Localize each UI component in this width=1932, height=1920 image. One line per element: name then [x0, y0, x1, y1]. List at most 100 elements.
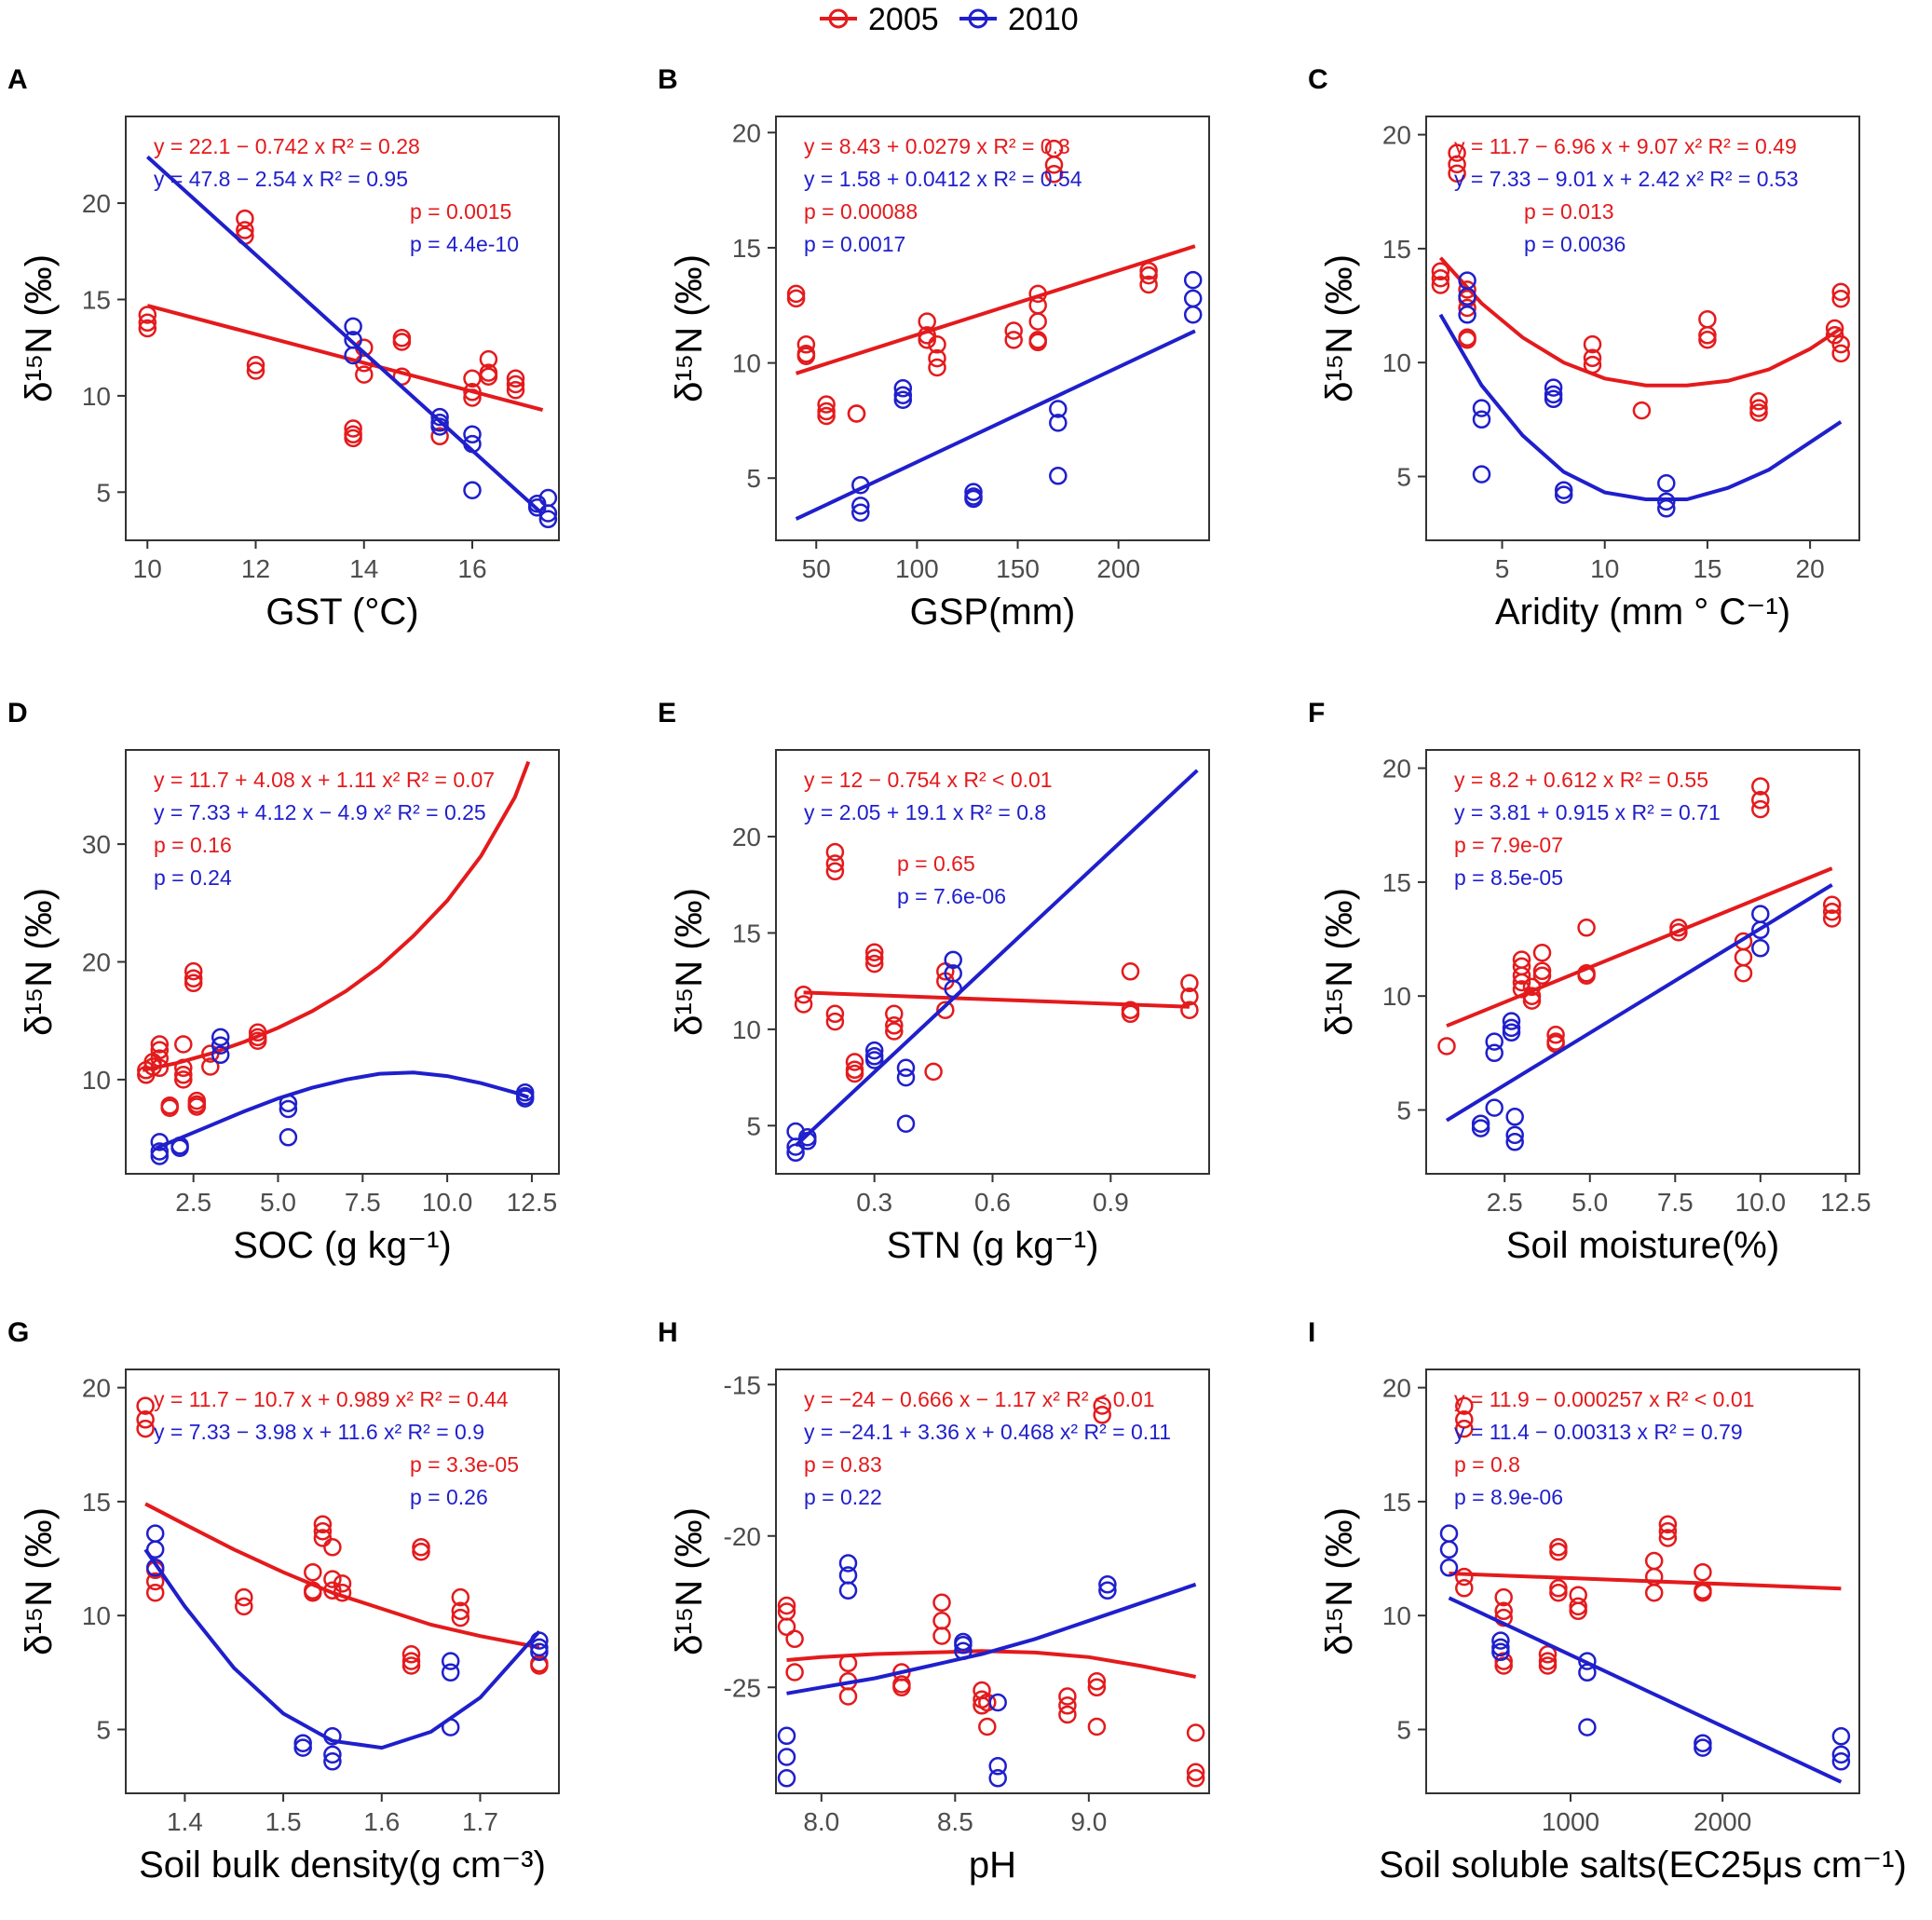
panel-i: I 1000 2000 5 10 15 20 Soil soluble salts(EC25μ… — [1308, 1317, 1907, 1886]
point-2010-h — [988, 1769, 1007, 1788]
point-2005-c — [1583, 334, 1602, 354]
legend-label-2010: 2010 — [1008, 2, 1079, 37]
x-axis-title-a: GST (°C) — [265, 592, 418, 633]
point-2005-c — [1698, 326, 1717, 345]
plot-frame-f — [1425, 749, 1860, 1175]
point-2005-f — [1522, 991, 1542, 1010]
point-2010-b — [851, 475, 870, 495]
point-2005-i — [1644, 1583, 1664, 1602]
point-2010-b — [851, 497, 870, 515]
y-tick-label-a: 20 — [82, 189, 111, 218]
point-2010-h — [777, 1748, 796, 1766]
annotation-eq-2010-f: y = 3.81 + 0.915 x R² = 0.71 — [1454, 800, 1721, 824]
point-2010-c — [1544, 385, 1563, 404]
point-2005-h — [1186, 1769, 1205, 1788]
point-2005-g — [451, 1601, 470, 1621]
point-2010-f — [1505, 1133, 1524, 1151]
point-2005-f — [1577, 966, 1596, 985]
point-2005-c — [1448, 143, 1466, 162]
y-tick-label-e: 15 — [732, 919, 761, 947]
plot-frame-i — [1425, 1369, 1860, 1794]
annotation-p-2010-b: p = 0.0017 — [804, 232, 905, 256]
point-2005-b — [928, 348, 946, 368]
point-2005-b — [1028, 284, 1047, 304]
point-2010-a — [527, 498, 547, 517]
point-2005-c — [1831, 289, 1850, 308]
point-2010-a — [344, 317, 362, 336]
point-2005-a — [506, 369, 525, 388]
point-2005-c — [1825, 319, 1844, 338]
annotation-eq-2010-e: y = 2.05 + 19.1 x R² = 0.8 — [804, 800, 1046, 824]
point-2010-i — [1491, 1642, 1510, 1662]
x-tick-label-f: 2.5 — [1487, 1188, 1523, 1217]
y-tick-label-f: 15 — [1382, 868, 1411, 897]
point-2005-d — [201, 1057, 220, 1076]
point-2005-i — [1494, 1608, 1513, 1627]
point-2005-b — [1139, 275, 1158, 294]
point-2005-f — [1751, 791, 1770, 810]
point-2010-g — [441, 1663, 460, 1682]
point-2010-g — [441, 1718, 460, 1736]
annotation-eq-2010-i: y = 11.4 − 0.00313 x R² = 0.79 — [1454, 1420, 1743, 1444]
point-2005-i — [1538, 1645, 1558, 1664]
point-2005-f — [1734, 963, 1753, 983]
point-2010-g — [145, 1540, 165, 1559]
y-tick-label-d: 30 — [82, 830, 111, 859]
x-axis-title-e: STN (g kg⁻¹) — [887, 1225, 1099, 1266]
annotation-p-2010-h: p = 0.22 — [804, 1485, 882, 1509]
point-2010-h — [1098, 1575, 1117, 1594]
point-2010-i — [1578, 1663, 1597, 1682]
point-2005-a — [506, 374, 525, 394]
point-2005-c — [1749, 392, 1768, 411]
fit-line-2005-h — [786, 1649, 1196, 1679]
point-2010-c — [1657, 492, 1676, 511]
x-tick-label-c: 20 — [1796, 554, 1825, 583]
annotation-p-2005-h: p = 0.83 — [804, 1452, 882, 1477]
point-2005-g — [313, 1529, 333, 1547]
y-tick-label-e: 5 — [746, 1111, 761, 1140]
point-2005-a — [355, 365, 374, 384]
fit-line-2005-c — [1438, 256, 1843, 388]
point-2005-c — [1431, 268, 1450, 288]
point-2005-d — [184, 974, 203, 993]
annotation-eq-2005-d: y = 11.7 + 4.08 x + 1.11 x² R² = 0.07 — [154, 768, 495, 792]
point-2010-g — [293, 1734, 312, 1752]
point-2005-c — [1458, 280, 1476, 299]
point-2005-d — [150, 1049, 170, 1068]
point-2010-a — [430, 407, 449, 427]
annotation-eq-2005-g: y = 11.7 − 10.7 x + 0.989 x² R² = 0.44 — [154, 1387, 509, 1411]
point-2005-f — [1822, 909, 1842, 928]
point-2005-b — [1139, 261, 1158, 280]
point-2005-c — [1583, 348, 1602, 368]
fit-line-2010-b — [795, 329, 1196, 521]
point-2010-f — [1502, 1012, 1521, 1030]
y-axis-title-c: δ¹⁵N (‰) — [1319, 254, 1360, 402]
y-axis-title-b: δ¹⁵N (‰) — [669, 254, 710, 402]
point-2005-h — [1087, 1672, 1107, 1691]
point-2010-e — [896, 1058, 916, 1078]
point-2005-c — [1831, 334, 1850, 354]
point-2010-h — [988, 1757, 1007, 1776]
panel-e: E 0.3 0.6 0.9 5 10 15 20 STN (g kg⁻¹) δ¹⁵N (‰) y =… — [658, 698, 1210, 1266]
y-tick-label-b: 15 — [732, 234, 761, 263]
annotation-p-2010-d: p = 0.24 — [154, 865, 232, 890]
x-axis-title-h: pH — [969, 1845, 1016, 1886]
point-2005-g — [401, 1645, 421, 1664]
point-2005-b — [918, 326, 936, 345]
point-2005-e — [885, 1022, 904, 1041]
point-2010-b — [893, 390, 913, 409]
point-2010-c — [1544, 389, 1563, 409]
point-2005-f — [1669, 919, 1688, 937]
point-2010-c — [1472, 410, 1491, 429]
point-2005-a — [430, 427, 449, 446]
annotation-p-2005-a: p = 0.0015 — [410, 199, 511, 224]
point-2005-i — [1549, 1583, 1568, 1602]
point-2005-h — [1058, 1705, 1077, 1724]
point-2010-i — [1831, 1727, 1851, 1746]
point-2005-a — [246, 361, 265, 380]
point-2005-a — [246, 356, 265, 374]
point-2010-d — [150, 1133, 170, 1151]
legend-label-2005: 2005 — [868, 2, 939, 37]
y-tick-label-h: -20 — [724, 1522, 761, 1551]
